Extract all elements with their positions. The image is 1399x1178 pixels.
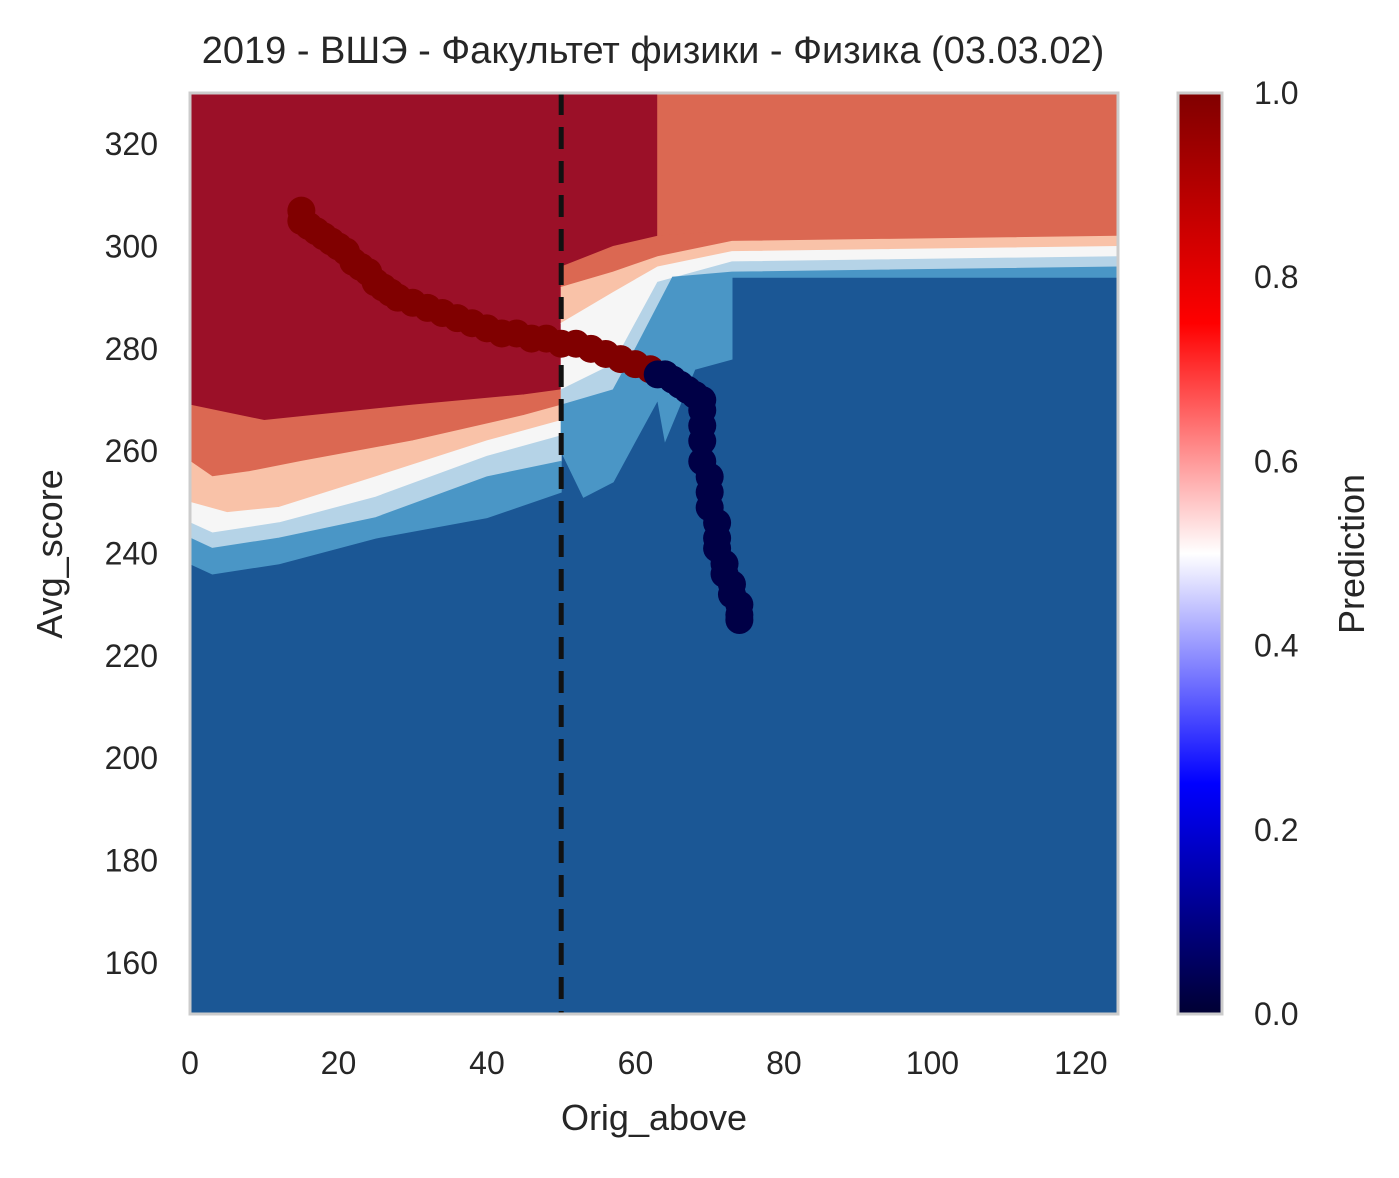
colorbar-frame [1176, 91, 1224, 1016]
colorbar-tick-label: 0.0 [1254, 996, 1298, 1032]
x-tick-label: 100 [906, 1045, 959, 1081]
x-tick-label: 60 [618, 1045, 654, 1081]
y-tick-label: 320 [105, 126, 158, 162]
y-tick-label: 200 [105, 740, 158, 776]
colorbar-ticks: 0.0 0.2 0.4 0.6 0.8 1.0 [1254, 75, 1298, 1032]
y-tick-label: 260 [105, 433, 158, 469]
colorbar-tick-label: 0.8 [1254, 259, 1298, 295]
region-band-0.22-left [190, 460, 562, 575]
region-top-right-upper [657, 93, 1118, 237]
plot-frame [188, 91, 1120, 1016]
x-tick-label: 80 [766, 1045, 802, 1081]
colorbar: 0.0 0.2 0.4 0.6 0.8 1.0 Prediction [1176, 75, 1372, 1032]
colorbar-tick-label: 0.6 [1254, 443, 1298, 479]
y-tick-label: 280 [105, 331, 158, 367]
y-tick-label: 180 [105, 843, 158, 879]
colorbar-tick-label: 0.4 [1254, 628, 1298, 664]
region-band-0.22-mid [560, 266, 1118, 498]
scatter-point-series2 [725, 606, 754, 635]
y-tick-label: 240 [105, 536, 158, 572]
colorbar-label: Prediction [1331, 474, 1372, 634]
x-tick-label: 40 [469, 1045, 505, 1081]
y-tick-label: 300 [105, 229, 158, 265]
scatter-points [287, 196, 754, 635]
colorbar-gradient [1178, 93, 1222, 1014]
y-tick-label: 160 [105, 945, 158, 981]
x-tick-label: 120 [1054, 1045, 1107, 1081]
x-axis-label: Orig_above [561, 1097, 747, 1138]
chart-title: 2019 - ВШЭ - Факультет физики - Физика (… [202, 30, 1105, 72]
x-tick-label: 20 [321, 1045, 357, 1081]
x-axis-ticks: 0 20 40 60 80 100 120 [181, 1045, 1107, 1081]
colorbar-tick-label: 0.2 [1254, 812, 1298, 848]
colorbar-tick-label: 1.0 [1254, 75, 1298, 111]
y-tick-label: 220 [105, 638, 158, 674]
scatter-point-series2 [688, 426, 717, 455]
y-axis-ticks: 160 180 200 220 240 260 280 300 320 [105, 126, 158, 981]
plot-area [190, 93, 1118, 1014]
x-tick-label: 0 [181, 1045, 199, 1081]
y-axis-label: Avg_score [29, 469, 70, 638]
